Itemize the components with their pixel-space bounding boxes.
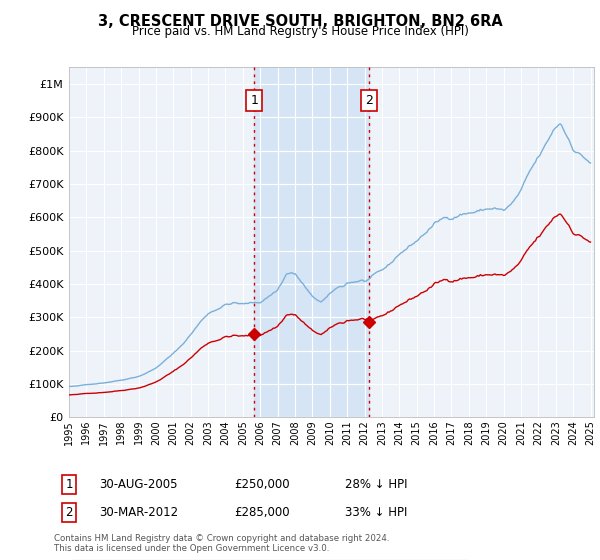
Text: Price paid vs. HM Land Registry's House Price Index (HPI): Price paid vs. HM Land Registry's House … bbox=[131, 25, 469, 38]
Text: £285,000: £285,000 bbox=[234, 506, 290, 519]
Text: Contains HM Land Registry data © Crown copyright and database right 2024.
This d: Contains HM Land Registry data © Crown c… bbox=[54, 534, 389, 553]
Text: 30-AUG-2005: 30-AUG-2005 bbox=[99, 478, 178, 491]
Bar bbox=[254, 67, 369, 417]
Text: 3, CRESCENT DRIVE SOUTH, BRIGHTON, BN2 6RA: 3, CRESCENT DRIVE SOUTH, BRIGHTON, BN2 6… bbox=[98, 14, 502, 29]
Text: 30-MAR-2012: 30-MAR-2012 bbox=[99, 506, 178, 519]
Text: £250,000: £250,000 bbox=[234, 478, 290, 491]
Text: 1: 1 bbox=[65, 478, 73, 491]
Text: 33% ↓ HPI: 33% ↓ HPI bbox=[345, 506, 407, 519]
Text: 2: 2 bbox=[365, 94, 373, 107]
Text: 2: 2 bbox=[65, 506, 73, 519]
Text: 1: 1 bbox=[250, 94, 258, 107]
Text: 28% ↓ HPI: 28% ↓ HPI bbox=[345, 478, 407, 491]
